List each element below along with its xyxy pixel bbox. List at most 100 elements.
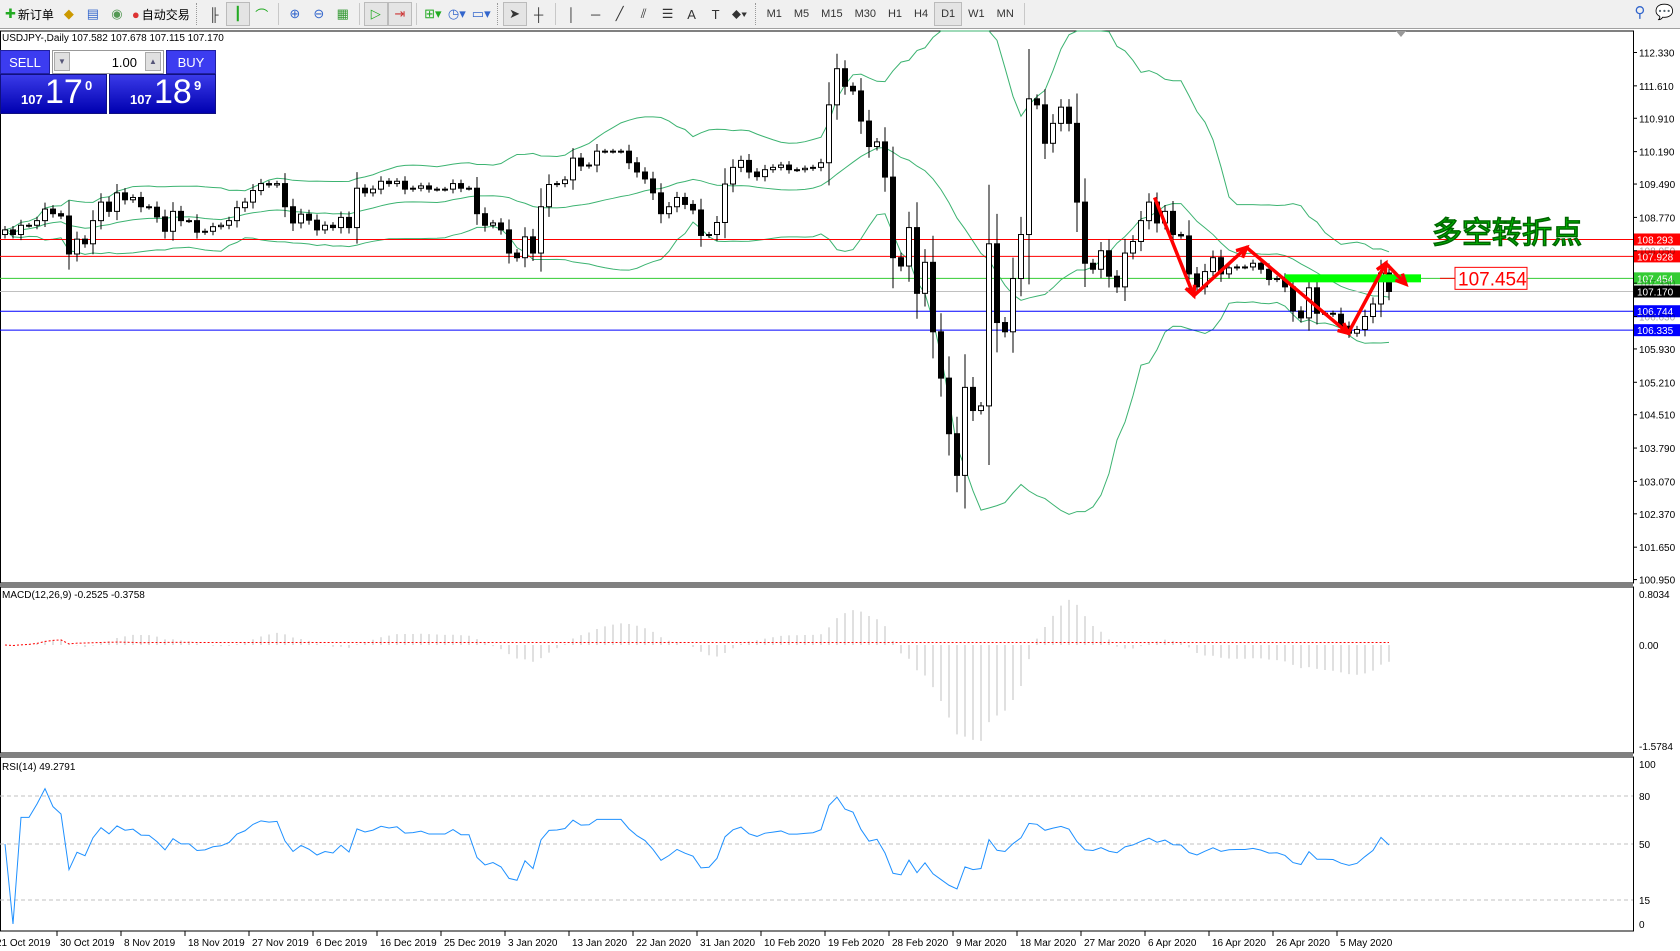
candlestick-button[interactable]: ┃ [225,2,250,26]
cursor-button[interactable]: ➤ [502,2,527,26]
time-tick-label: 26 Apr 2020 [1276,938,1330,949]
vertical-line-button[interactable]: │ [560,2,584,26]
trendline-button[interactable]: ╱ [608,2,632,26]
time-tick-label: 19 Feb 2020 [828,938,885,949]
candle [618,148,624,154]
bid-price[interactable]: 107 17 0 [0,73,107,114]
candle-body [26,224,32,227]
new-order-button[interactable]: ✚ 新订单 [5,6,54,22]
timeframe-m15[interactable]: M15 [821,8,843,20]
candles [2,49,1392,509]
time-tick-label: 3 Jan 2020 [508,938,558,949]
horizontal-line-button[interactable]: ─ [584,2,608,26]
candle-body [770,166,776,171]
macd-tick-label: 0.8034 [1639,590,1670,601]
chart-shift-button[interactable]: ⇥ [387,2,412,26]
equidistant-channel-button[interactable]: ⫽ [632,2,656,26]
candle-body [458,183,464,189]
candle [914,202,920,319]
candle [466,185,472,191]
rsi-tick-label: 50 [1639,840,1651,851]
timeframe-w1[interactable]: W1 [968,8,985,20]
market-watch-button[interactable]: ◆ [57,2,81,26]
candle-body [834,68,840,106]
candle [18,219,24,241]
candle [26,222,32,228]
macd-tick-label: 0.00 [1639,641,1659,652]
candle [306,209,312,225]
candle [786,161,792,174]
candle-body [186,220,192,223]
text-button[interactable]: A [680,2,704,26]
candle-body [58,213,64,217]
candle-body [986,243,992,407]
bar-chart-button[interactable]: ╟ [202,2,226,26]
candle-body [490,222,496,226]
macd-histogram [12,599,1390,741]
line-chart-button[interactable]: ⌒ [250,2,274,26]
candle [658,183,664,224]
candle [946,356,952,456]
timeframe-m30[interactable]: M30 [854,8,876,20]
price-tick-label: 111.610 [1639,82,1674,93]
timeframe-m5[interactable]: M5 [793,8,810,20]
candle-body [530,236,536,254]
candle-body [890,176,896,259]
candle [1370,297,1376,324]
crosshair-button[interactable]: ┼ [527,2,551,26]
candle-body [690,203,696,211]
candle [1082,178,1088,287]
candle-body [810,166,816,169]
time-tick-label: 13 Jan 2020 [572,938,627,949]
zoom-in-button[interactable]: ⊕ [283,2,307,26]
auto-trading-button[interactable]: ● 自动交易 [131,6,190,22]
candle-body [122,192,128,201]
candle [770,164,776,173]
lot-decrease-button[interactable]: ▼ [54,52,70,71]
zoom-out-button[interactable]: ⊖ [307,2,331,26]
timeframe-m1[interactable]: M1 [766,8,782,20]
annotation-text: 多空转折点 [1432,216,1582,251]
ask-price[interactable]: 107 18 9 [109,73,216,114]
buy-button[interactable]: BUY [166,50,216,74]
candle-body [610,150,616,153]
price-tick-label: 103.790 [1639,444,1676,455]
candle-body [1314,287,1320,314]
rsi-label: RSI(14) 49.2791 [2,762,76,773]
lot-increase-button[interactable]: ▲ [145,52,161,71]
candle-body [562,179,568,185]
timeframe-h1[interactable]: H1 [887,8,903,20]
candle-body [666,206,672,215]
periods-button[interactable]: ◷▾ [445,2,469,26]
candle-body [594,150,600,166]
tile-windows-button[interactable]: ▦ [331,2,355,26]
sell-button[interactable]: SELL [0,50,50,74]
timeframe-d1[interactable]: D1 [934,2,963,26]
toolbar-grip[interactable] [195,3,199,25]
fibonacci-button[interactable]: ☰ [656,2,680,26]
candle [274,180,280,188]
chat-icon[interactable]: 💬 [1655,4,1674,21]
candle-body [98,201,104,222]
signals-icon: ◉ [111,6,123,21]
candle [106,196,112,217]
timeframe-mn[interactable]: MN [996,8,1014,20]
candle [538,188,544,272]
auto-scroll-button[interactable]: ▷ [363,2,388,26]
candle-body [850,85,856,92]
candle [266,180,272,188]
indicators-button[interactable]: ⊞▾ [421,2,445,26]
arrows-button[interactable]: ⬥▾ [728,2,752,26]
candle-body [1090,262,1096,270]
candle-body [410,187,416,190]
signals-button[interactable]: ◉ [105,2,129,26]
price-line-label: 107.170 [1637,288,1674,299]
candle-body [674,196,680,208]
templates-button[interactable]: ▭▾ [469,2,494,26]
timeframe-h4[interactable]: H4 [914,8,929,20]
candle-body [1362,316,1368,330]
text-label-button[interactable]: T [704,2,728,26]
search-icon[interactable]: ⚲ [1634,4,1646,21]
navigator-button[interactable]: ▤ [81,2,105,26]
